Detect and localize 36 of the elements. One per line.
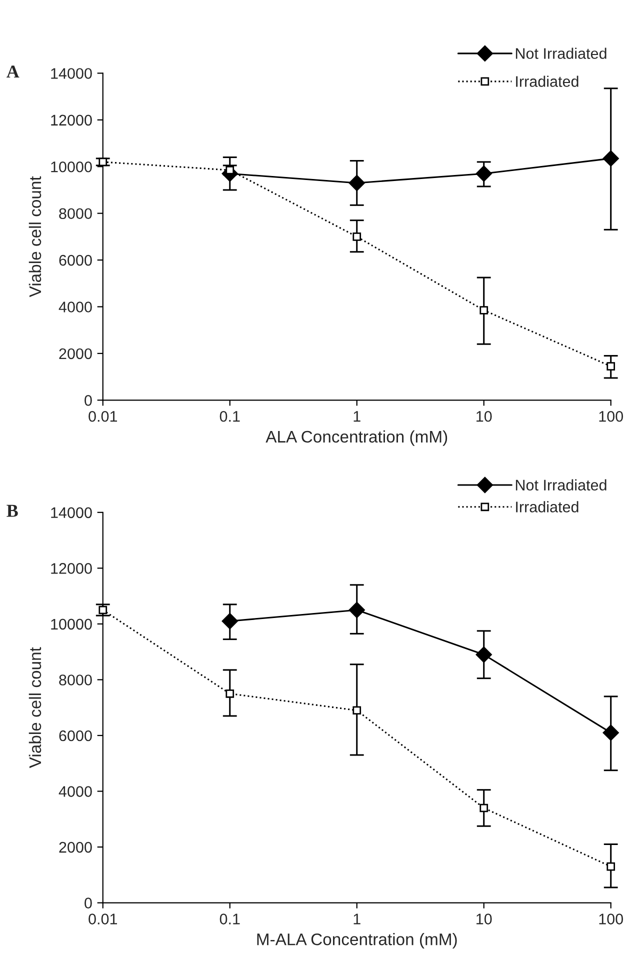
x-tick-label: 0.01 xyxy=(88,914,118,924)
legend-label: Irradiated xyxy=(516,76,578,87)
x-tick-label: 0.1 xyxy=(220,410,240,422)
chart-title: B xyxy=(6,504,18,517)
y-tick-label: 2000 xyxy=(59,348,92,360)
x-tick-label: 1 xyxy=(354,411,360,422)
x-tick-label: 10 xyxy=(476,914,492,924)
legend-label: Not Irradiated xyxy=(516,48,606,59)
y-tick-label: 12000 xyxy=(51,563,92,574)
x-tick-label: 100 xyxy=(599,914,623,924)
y-tick-label: 4000 xyxy=(58,302,92,312)
y-tick-label: 10000 xyxy=(51,618,92,630)
legend-label: Irradiated xyxy=(516,501,578,512)
y-tick-label: 8000 xyxy=(59,208,92,220)
y-tick-label: 0 xyxy=(84,395,92,406)
legend-label: Not Irradiated xyxy=(516,479,606,491)
y-tick-label: 10000 xyxy=(51,161,92,172)
y-axis-title: Viable cell count xyxy=(28,176,42,298)
y-tick-label: 8000 xyxy=(59,674,92,686)
y-tick-label: 14000 xyxy=(51,507,92,518)
y-tick-label: 4000 xyxy=(58,786,92,797)
x-tick-label: 0.01 xyxy=(88,410,118,422)
x-axis-title: ALA Concentration (mM) xyxy=(266,430,448,446)
x-tick-label: 10 xyxy=(476,410,492,422)
x-tick-label: 1 xyxy=(354,914,360,924)
y-tick-label: 6000 xyxy=(59,254,92,266)
y-tick-label: 6000 xyxy=(59,730,92,742)
y-axis-title: Viable cell count xyxy=(28,647,42,768)
y-tick-label: 2000 xyxy=(59,842,92,853)
x-tick-label: 100 xyxy=(599,410,623,422)
y-tick-label: 0 xyxy=(84,898,92,908)
y-tick-label: 14000 xyxy=(51,68,92,79)
y-tick-label: 12000 xyxy=(51,114,92,126)
x-axis-title: M-ALA Concentration (mM) xyxy=(257,933,457,949)
chart-title: A xyxy=(6,66,20,78)
x-tick-label: 0.1 xyxy=(220,914,240,924)
